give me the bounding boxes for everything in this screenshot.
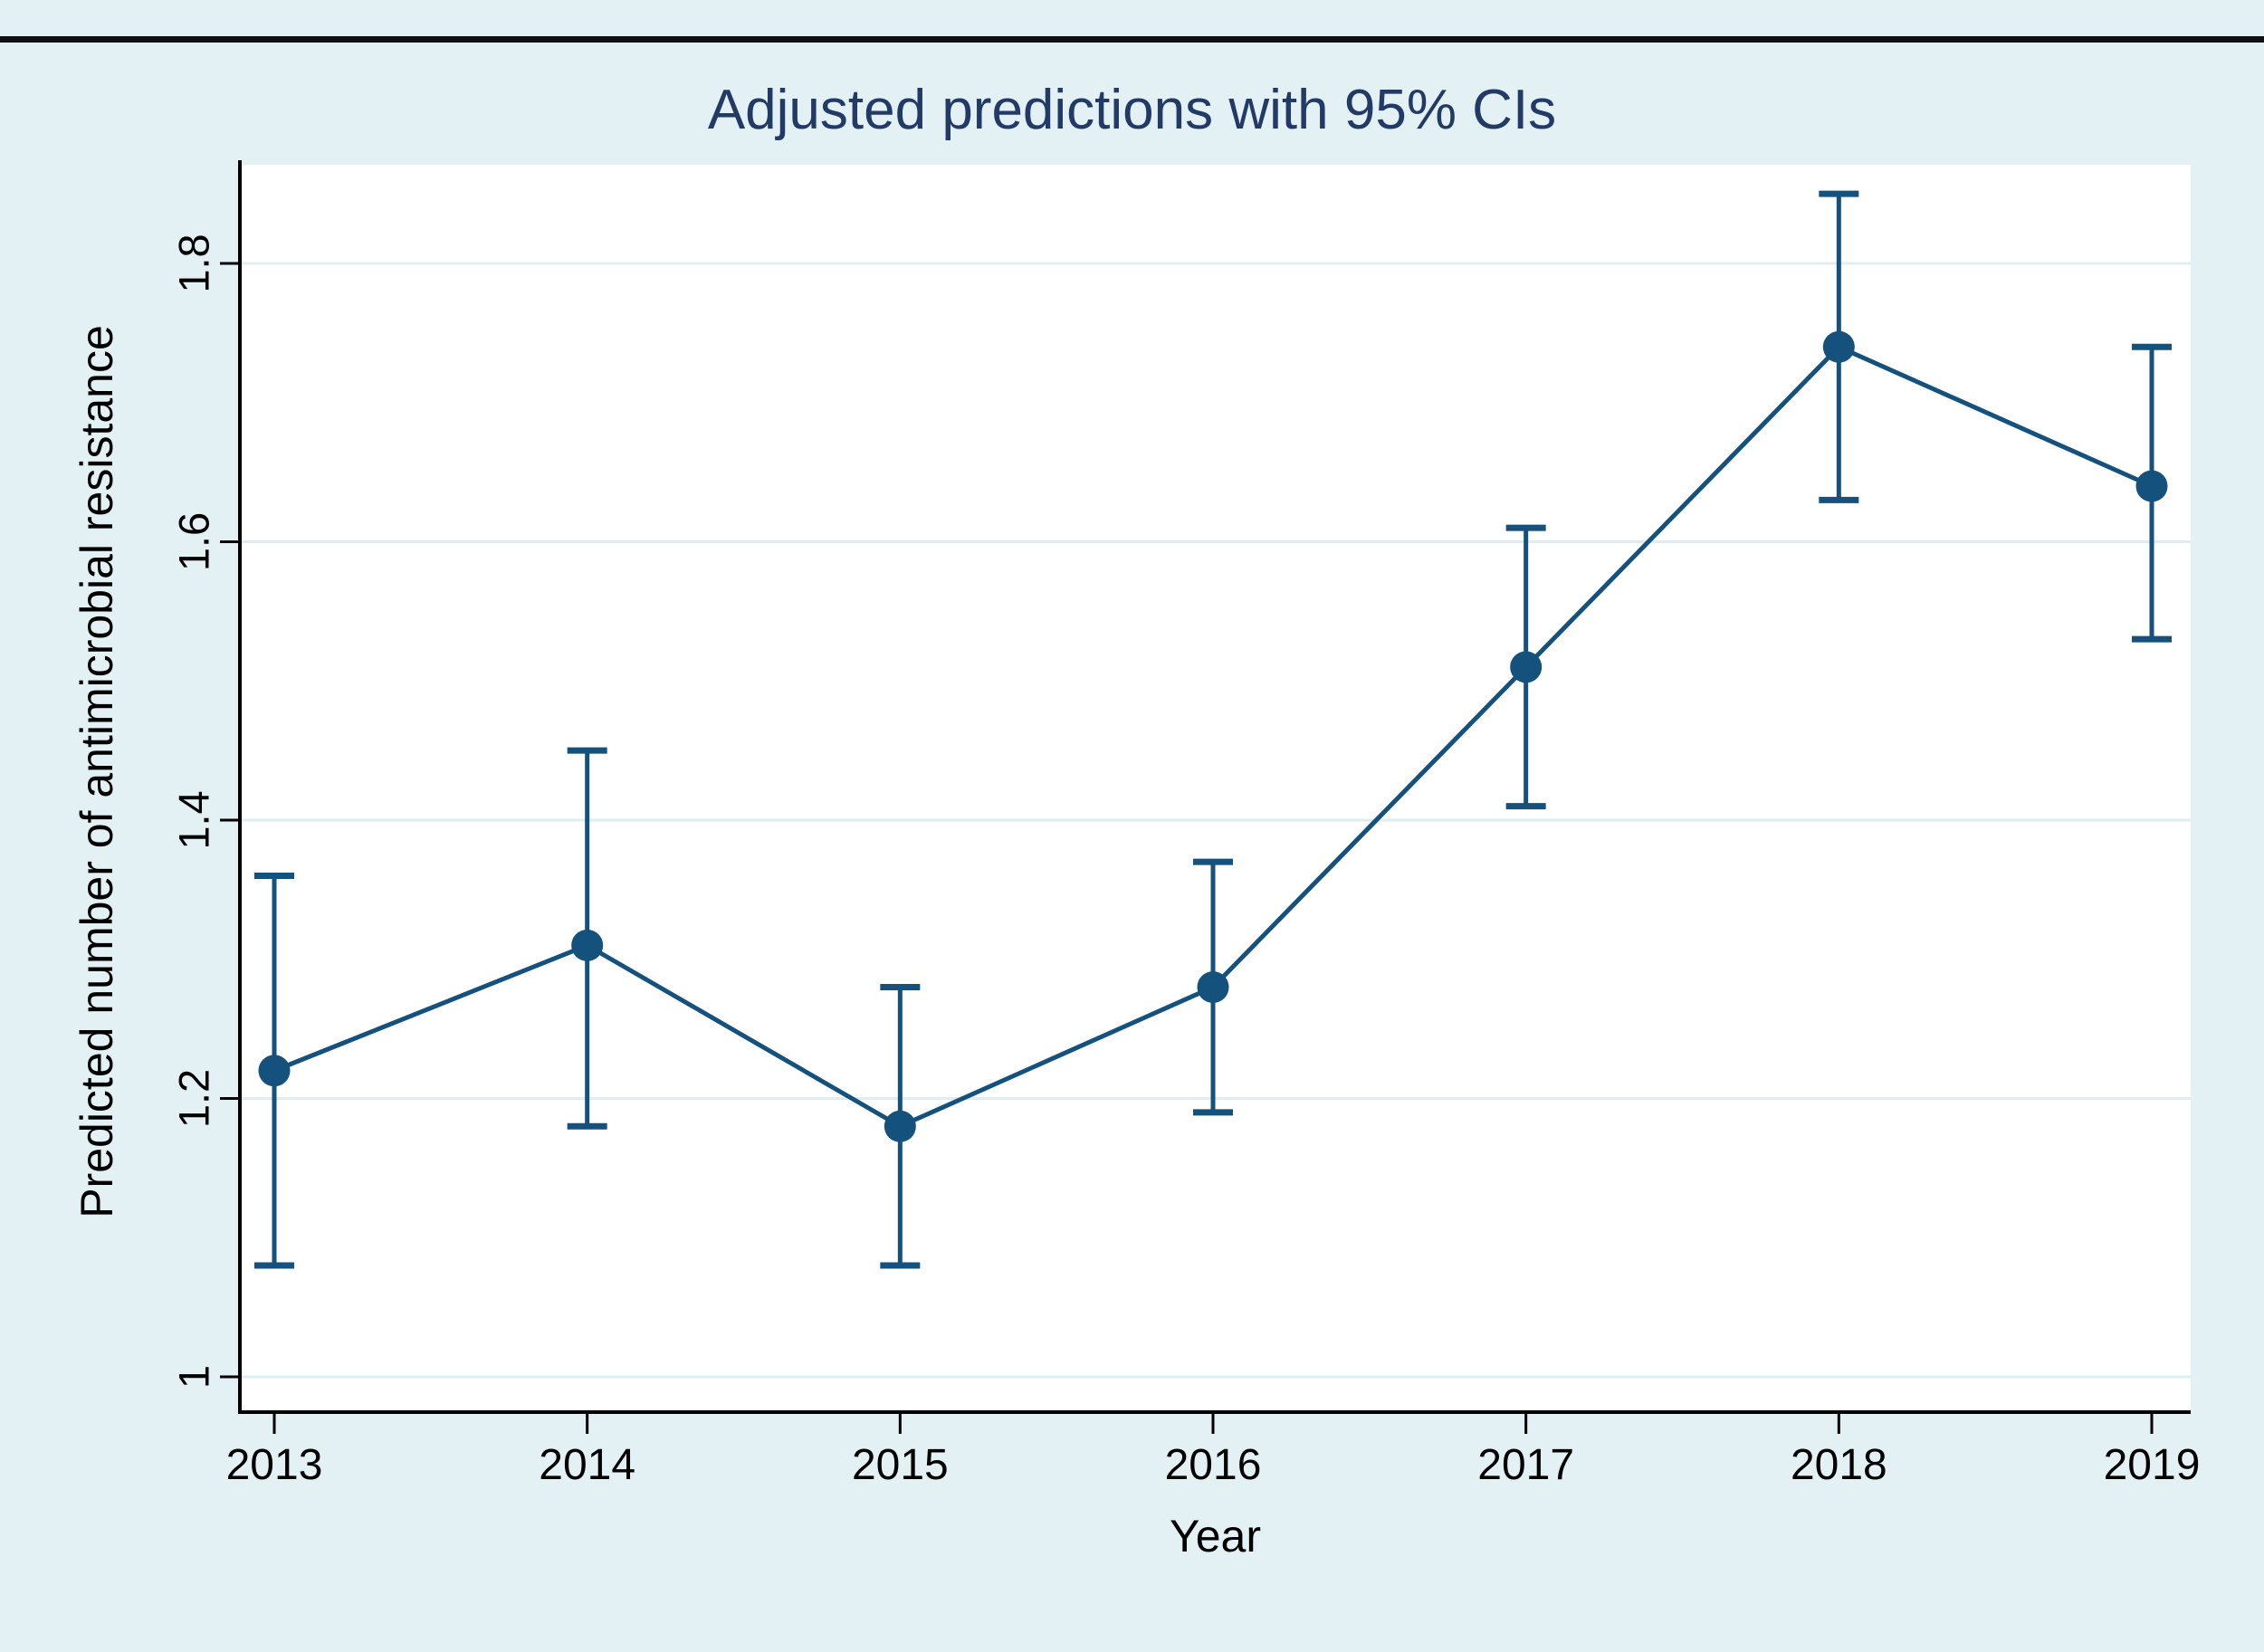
plot-area bbox=[240, 165, 2191, 1412]
y-tick-label: 1 bbox=[169, 1365, 217, 1389]
data-point bbox=[1197, 971, 1229, 1003]
chart-title: Adjusted predictions with 95% CIs bbox=[707, 79, 1557, 141]
x-tick-label: 2015 bbox=[852, 1441, 949, 1489]
y-tick-label: 1.4 bbox=[169, 790, 217, 849]
y-axis-title: Predicted number of antimicrobial resist… bbox=[72, 325, 122, 1218]
data-point bbox=[571, 929, 604, 961]
x-tick-label: 2018 bbox=[1791, 1441, 1887, 1489]
x-axis-title: Year bbox=[1169, 1511, 1262, 1561]
tick-marks bbox=[220, 262, 2154, 1434]
gridlines bbox=[240, 262, 2191, 1379]
series-with-error-bars bbox=[254, 190, 2173, 1269]
data-point bbox=[1822, 330, 1855, 363]
y-tick-label: 1.8 bbox=[169, 234, 217, 292]
x-tick-label: 2017 bbox=[1477, 1441, 1574, 1489]
y-tick-label: 1.2 bbox=[169, 1069, 217, 1128]
data-point bbox=[1510, 651, 1543, 683]
axes bbox=[238, 160, 2191, 1414]
x-tick-label: 2014 bbox=[539, 1441, 635, 1489]
x-tick-label: 2016 bbox=[1165, 1441, 1262, 1489]
x-tick-label: 2019 bbox=[2104, 1441, 2201, 1489]
data-point bbox=[2135, 470, 2168, 502]
data-point bbox=[884, 1110, 916, 1142]
data-point bbox=[258, 1055, 291, 1087]
y-tick-label: 1.6 bbox=[169, 512, 217, 571]
x-tick-label: 2013 bbox=[226, 1441, 323, 1489]
tick-labels: 1 1.2 1.4 1.6 1.8 2013 2014 2015 2016 2017 2018 201… bbox=[169, 234, 2200, 1489]
top-border-line bbox=[0, 36, 2264, 43]
